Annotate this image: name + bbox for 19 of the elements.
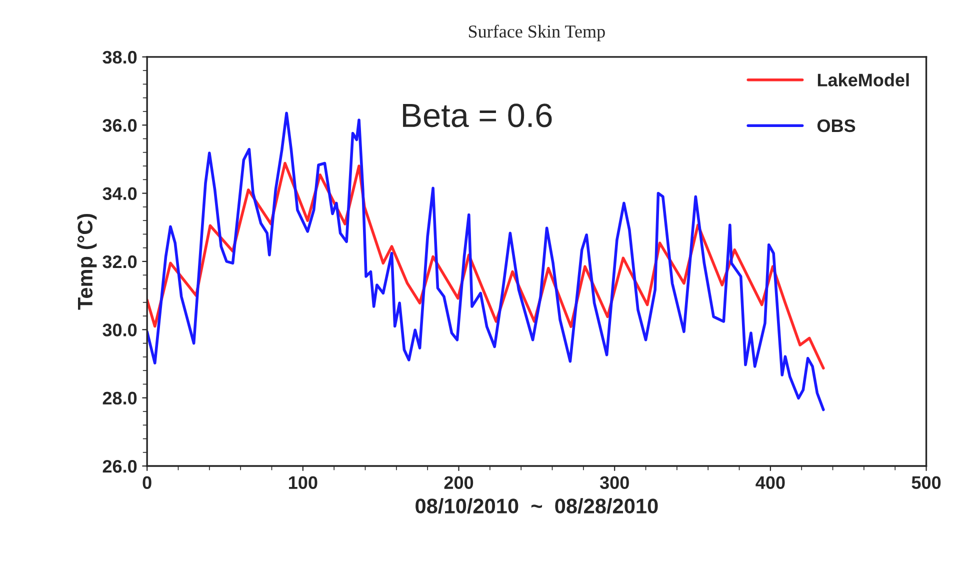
x-tick-label: 0 — [142, 476, 152, 489]
y-tick-label: 28.0 — [102, 392, 137, 405]
legend-label: LakeModel — [818, 73, 909, 86]
x-tick-label: 100 — [288, 476, 318, 489]
y-axis-title: Temp (°C) — [77, 214, 97, 310]
x-tick-label: 200 — [444, 476, 474, 489]
x-axis-title: 08/10/2010 ~ 08/28/2010 — [416, 498, 658, 514]
x-tick-label: 300 — [600, 476, 629, 490]
y-tick-label: 26.0 — [102, 460, 137, 473]
y-tick-label: 34.0 — [102, 187, 137, 200]
y-tick-label: 32.0 — [102, 255, 137, 268]
y-tick-label: 38.0 — [102, 50, 137, 64]
x-tick-label: 500 — [912, 476, 941, 489]
chart-title: Surface Skin Temp — [468, 24, 605, 42]
legend-label: OBS — [817, 119, 856, 132]
annotation: Beta = 0.6 — [403, 104, 552, 128]
x-tick-label: 400 — [756, 476, 785, 489]
y-tick-label: 30.0 — [102, 324, 137, 336]
y-tick-label: 36.0 — [102, 119, 137, 132]
